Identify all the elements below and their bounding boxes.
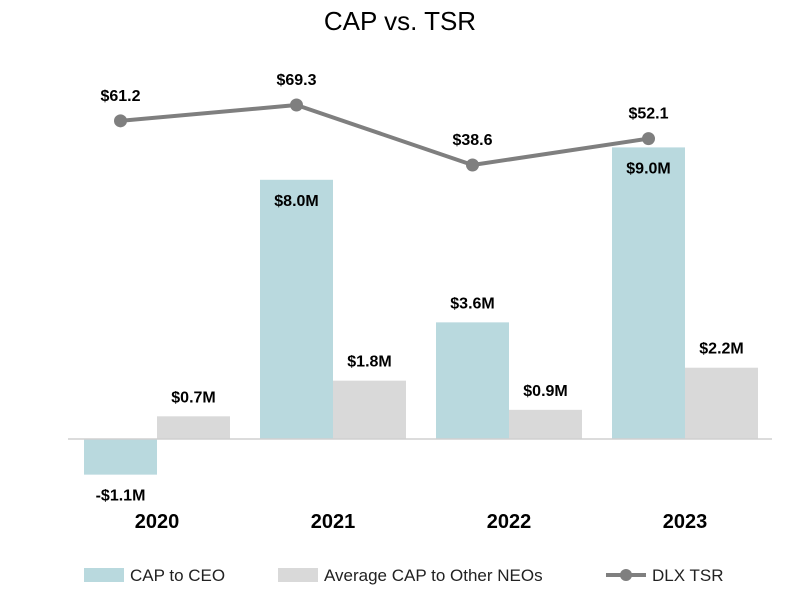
bar-series-group: [84, 147, 758, 475]
x-tick-labels-group: 2020 2021 2022 2023: [135, 511, 708, 533]
bar-cap-to-ceo-2020: [84, 439, 157, 475]
tsr-label-2021: $69.3: [276, 72, 316, 89]
tsr-label-2023: $52.1: [628, 106, 668, 123]
tsr-point-2021: [290, 98, 303, 112]
tsr-label-2020: $61.2: [100, 88, 140, 105]
legend-label-dlx-tsr: DLX TSR: [652, 566, 724, 585]
bar-label-average-cap-to-other-neos-2023: $2.2M: [699, 341, 743, 358]
x-tick-2020: 2020: [135, 511, 180, 533]
bar-label-average-cap-to-other-neos-2022: $0.9M: [523, 383, 567, 400]
x-tick-2021: 2021: [311, 511, 356, 533]
bar-labels-group: -$1.1M $8.0M $3.6M $9.0M $0.7M $1.8M $0.9M $2.2…: [96, 160, 744, 504]
legend-swatch-marker-dlx-tsr: [620, 569, 632, 581]
bar-cap-to-ceo-2023: [612, 147, 685, 439]
legend: CAP to CEO Average CAP to Other NEOs DLX T…: [84, 566, 724, 585]
tsr-point-2020: [114, 114, 127, 128]
bar-label-average-cap-to-other-neos-2020: $0.7M: [171, 389, 215, 406]
bar-cap-to-ceo-2021: [260, 179, 333, 440]
x-tick-2023: 2023: [663, 511, 708, 533]
bar-average-cap-to-other-neos-2021: [333, 380, 406, 439]
x-tick-2022: 2022: [487, 511, 532, 533]
legend-swatch-cap-to-ceo: [84, 568, 124, 582]
bar-label-cap-to-ceo-2022: $3.6M: [450, 295, 494, 312]
bar-cap-to-ceo-2022: [436, 322, 509, 439]
bar-label-cap-to-ceo-2023: $9.0M: [626, 160, 670, 177]
tsr-line-group: $61.2 $69.3 $38.6 $52.1: [100, 72, 669, 172]
bar-average-cap-to-other-neos-2020: [157, 416, 230, 439]
bar-label-cap-to-ceo-2021: $8.0M: [274, 193, 318, 210]
chart-title: CAP vs. TSR: [324, 6, 476, 36]
tsr-point-2022: [466, 158, 479, 172]
bar-average-cap-to-other-neos-2022: [509, 409, 582, 439]
tsr-series-line: [120, 103, 649, 167]
bar-label-cap-to-ceo-2020: -$1.1M: [96, 488, 146, 505]
bar-label-average-cap-to-other-neos-2021: $1.8M: [347, 354, 391, 371]
tsr-label-2022: $38.6: [452, 132, 492, 149]
bar-average-cap-to-other-neos-2023: [685, 367, 758, 439]
legend-swatch-average-cap-to-other-neos: [278, 568, 318, 582]
tsr-point-2023: [642, 132, 655, 146]
legend-label-cap-to-ceo: CAP to CEO: [130, 566, 225, 585]
legend-label-average-cap-to-other-neos: Average CAP to Other NEOs: [324, 566, 543, 585]
